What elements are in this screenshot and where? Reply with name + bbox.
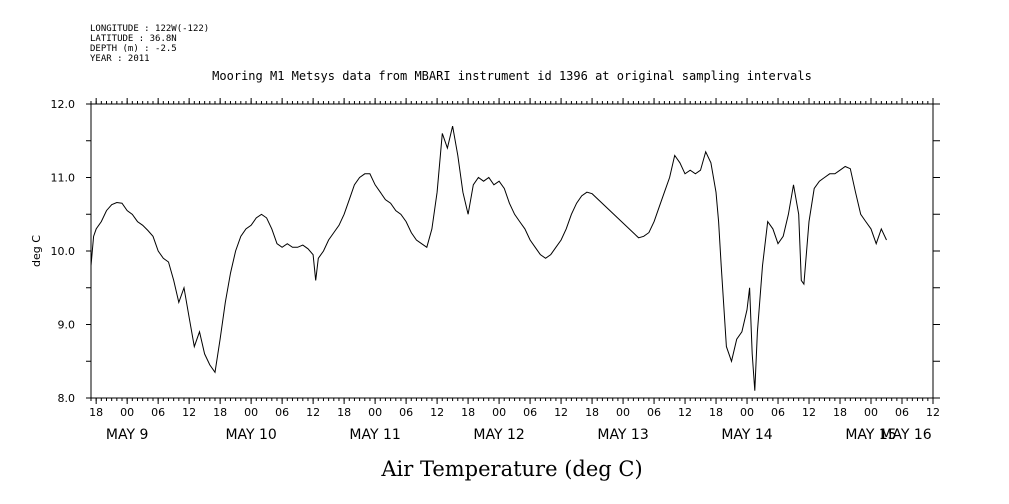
x-tick-label: 18 [709, 406, 723, 419]
x-tick-label: 00 [492, 406, 506, 419]
x-tick-label: 06 [647, 406, 661, 419]
x-day-label: MAY 9 [106, 427, 148, 443]
x-day-label: MAY 10 [225, 427, 276, 443]
x-day-label: MAY 14 [721, 427, 772, 443]
y-tick-label: 10.0 [51, 245, 76, 258]
x-tick-label: 06 [399, 406, 413, 419]
x-tick-label: 18 [337, 406, 351, 419]
x-day-label: MAY 13 [597, 427, 648, 443]
y-tick-label: 12.0 [51, 98, 76, 111]
x-day-label: MAY 11 [349, 427, 400, 443]
x-day-label: MAY 15 [845, 427, 896, 443]
x-tick-label: 06 [151, 406, 165, 419]
x-tick-label: 18 [461, 406, 475, 419]
x-tick-label: 12 [182, 406, 196, 419]
depth-text: DEPTH (m) : -2.5 [90, 44, 177, 54]
x-tick-label: 00 [120, 406, 134, 419]
x-tick-label: 06 [771, 406, 785, 419]
year-text: YEAR : 2011 [90, 54, 150, 64]
y-tick-label: 9.0 [58, 319, 76, 332]
x-day-label: MAY 12 [473, 427, 524, 443]
y-axis-label: deg C [30, 235, 43, 267]
longitude-text: LONGITUDE : 122W(-122) [90, 24, 209, 34]
x-tick-label: 00 [616, 406, 630, 419]
x-tick-label: 18 [89, 406, 103, 419]
x-tick-label: 12 [926, 406, 940, 419]
y-tick-label: 11.0 [51, 172, 76, 185]
x-day-label: MAY 16 [880, 427, 931, 443]
x-tick-label: 12 [306, 406, 320, 419]
x-tick-label: 06 [523, 406, 537, 419]
x-tick-label: 06 [895, 406, 909, 419]
axis-ticks [86, 98, 940, 404]
series-line [90, 125, 887, 391]
x-axis-title: Air Temperature (deg C) [380, 457, 642, 481]
x-tick-label: 00 [244, 406, 258, 419]
latitude-text: LATITUDE : 36.8N [90, 34, 177, 44]
chart-title: Mooring M1 Metsys data from MBARI instru… [212, 69, 812, 83]
x-tick-label: 00 [864, 406, 878, 419]
y-tick-label: 8.0 [58, 392, 76, 405]
x-tick-label: 12 [678, 406, 692, 419]
x-tick-label: 00 [368, 406, 382, 419]
axis-labels: 18 00 06 12 18 00 06 12 18 00 06 12 18 00 06 12 18 00 06 12… [51, 98, 941, 443]
x-tick-label: 18 [585, 406, 599, 419]
x-tick-label: 00 [740, 406, 754, 419]
x-tick-label: 06 [275, 406, 289, 419]
x-tick-label: 18 [833, 406, 847, 419]
x-tick-label: 12 [802, 406, 816, 419]
x-tick-label: 12 [430, 406, 444, 419]
x-tick-label: 18 [213, 406, 227, 419]
x-tick-label: 12 [554, 406, 568, 419]
